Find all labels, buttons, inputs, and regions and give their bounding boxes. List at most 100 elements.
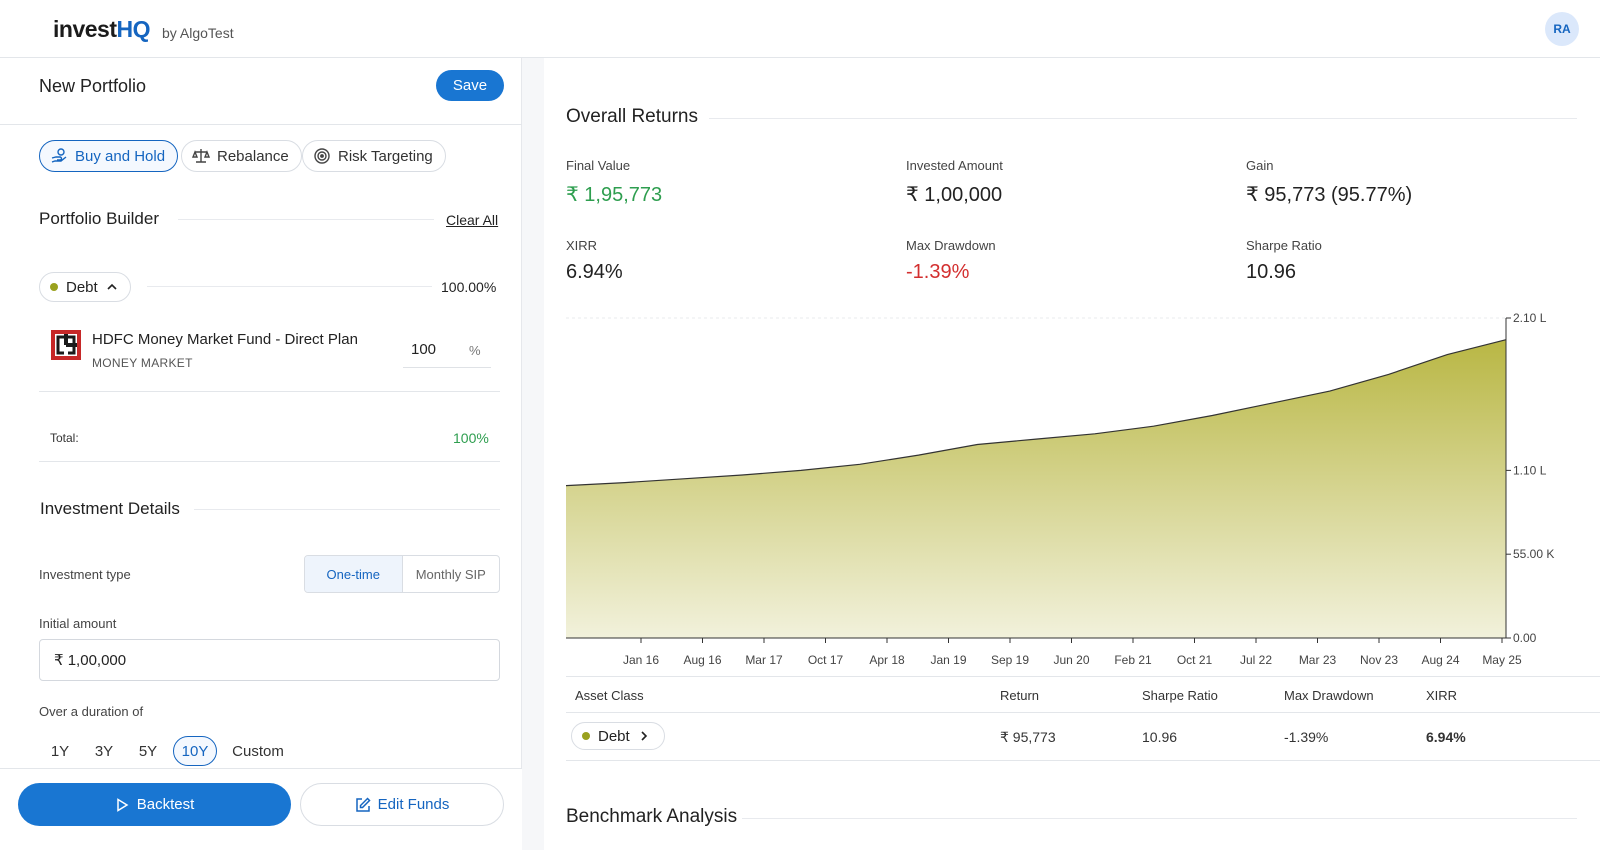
asset-class-chip[interactable]: Debt <box>39 272 131 302</box>
edit-icon <box>355 796 371 812</box>
panel-gutter <box>522 58 544 850</box>
x-tick-label: Aug 16 <box>683 653 721 667</box>
top-bar: investHQ by AlgoTest RA <box>0 0 1600 58</box>
overall-returns-title: Overall Returns <box>566 106 698 127</box>
x-tick-label: Jan 16 <box>623 653 659 667</box>
row-sharpe: 10.96 <box>1142 729 1178 745</box>
col-sharpe: Sharpe Ratio <box>1142 688 1218 703</box>
one-time-option[interactable]: One-time <box>305 556 403 592</box>
y-tick-label: 2.10 L <box>1513 311 1547 325</box>
action-bar: Backtest Edit Funds <box>0 768 522 850</box>
asset-color-dot <box>50 283 58 291</box>
benchmark-analysis-title: Benchmark Analysis <box>566 806 738 827</box>
portfolio-panel: New Portfolio Save Buy and Hold Rebalanc… <box>0 58 522 850</box>
portfolio-value-chart: 2.10 L 1.10 L 55.00 K 0.00 Jan 16 Aug 16 Mar … <box>566 311 1554 667</box>
portfolio-title[interactable]: New Portfolio <box>39 76 147 96</box>
row-xirr: 6.94% <box>1426 729 1466 745</box>
strategy-rebalance[interactable]: Rebalance <box>181 140 302 172</box>
clear-all-link[interactable]: Clear All <box>446 212 499 228</box>
duration-1y[interactable]: 1Y <box>50 742 70 760</box>
gain-label: Gain <box>1246 158 1274 173</box>
fund-name[interactable]: HDFC Money Market Fund - Direct Plan <box>92 331 358 348</box>
divider <box>39 391 500 392</box>
avatar[interactable]: RA <box>1545 12 1579 46</box>
gain-value: ₹ 95,773 (95.77%) <box>1246 184 1413 206</box>
duration-3y[interactable]: 3Y <box>94 742 114 760</box>
x-tick-label: Feb 21 <box>1114 653 1152 667</box>
section-rule <box>194 509 500 510</box>
x-tick-label: Apr 18 <box>869 653 905 667</box>
sharpe-ratio-value: 10.96 <box>1246 261 1297 283</box>
invested-amount: ₹ 1,00,000 <box>906 184 1003 206</box>
section-rule <box>147 286 432 287</box>
investment-type-toggle: One-time Monthly SIP <box>304 555 500 593</box>
table-header: Asset Class Return Sharpe Ratio Max Draw… <box>566 676 1600 713</box>
initial-amount-input[interactable]: ₹ 1,00,000 <box>39 639 500 681</box>
portfolio-builder-title: Portfolio Builder <box>39 209 160 228</box>
x-tick-label: Jul 22 <box>1240 653 1272 667</box>
initial-amount-label: Initial amount <box>39 616 117 631</box>
duration-10y[interactable]: 10Y <box>173 736 217 766</box>
total-value: 100% <box>453 430 489 446</box>
section-rule <box>709 118 1577 119</box>
section-rule <box>178 219 434 220</box>
asset-color-dot <box>582 732 590 740</box>
col-max-drawdown: Max Drawdown <box>1284 688 1374 703</box>
investhq-logo[interactable]: investHQ <box>53 16 150 42</box>
x-tick-label: Aug 24 <box>1421 653 1459 667</box>
backtest-label: Backtest <box>136 796 195 813</box>
allocation-unit: % <box>469 343 481 358</box>
col-asset-class: Asset Class <box>575 688 644 703</box>
divider <box>39 461 500 462</box>
asset-class-percent: 100.00% <box>441 279 497 295</box>
edit-funds-label: Edit Funds <box>377 796 450 813</box>
xirr-label: XIRR <box>566 238 598 253</box>
strategy-buy-and-hold[interactable]: Buy and Hold <box>39 140 179 172</box>
table-row: Debt ₹ 95,773 10.96 -1.39% 6.94% <box>566 713 1600 761</box>
play-icon <box>116 797 129 812</box>
final-value: ₹ 1,95,773 <box>566 184 663 206</box>
edit-funds-button[interactable]: Edit Funds <box>300 783 504 826</box>
x-tick-label: Mar 23 <box>1299 653 1337 667</box>
final-value-label: Final Value <box>566 158 631 173</box>
y-tick-label: 55.00 K <box>1513 547 1554 561</box>
x-tick-label: Oct 21 <box>1177 653 1213 667</box>
scale-icon <box>192 149 210 163</box>
section-rule <box>742 818 1577 819</box>
results-panel: Overall Returns Final Value ₹ 1,95,773 I… <box>544 58 1600 850</box>
investment-details-title: Investment Details <box>40 499 180 518</box>
y-tick-label: 0.00 <box>1513 631 1537 645</box>
x-tick-label: Nov 23 <box>1360 653 1398 667</box>
asset-row-chip[interactable]: Debt <box>571 722 665 750</box>
duration-5y[interactable]: 5Y <box>138 742 158 760</box>
invested-amount-label: Invested Amount <box>906 158 1003 173</box>
col-xirr: XIRR <box>1426 688 1458 703</box>
row-asset-label: Debt <box>598 727 630 745</box>
backtest-button[interactable]: Backtest <box>18 783 291 826</box>
chevron-up-icon <box>107 283 117 290</box>
investment-type-label: Investment type <box>39 567 131 582</box>
strategy-label: Risk Targeting <box>338 147 433 165</box>
duration-label: Over a duration of <box>39 704 144 719</box>
logo-subtitle: by AlgoTest <box>162 25 234 41</box>
strategy-label: Buy and Hold <box>75 147 166 165</box>
strategy-risk-targeting[interactable]: Risk Targeting <box>302 140 446 172</box>
value-area <box>566 339 1506 638</box>
x-tick-label: Oct 17 <box>808 653 844 667</box>
row-max-drawdown: -1.39% <box>1284 729 1329 745</box>
xirr-value: 6.94% <box>566 261 623 283</box>
value-line <box>566 339 1507 487</box>
monthly-sip-option[interactable]: Monthly SIP <box>415 566 486 582</box>
allocation-value: 100 <box>411 341 437 358</box>
y-tick-label: 1.10 L <box>1513 463 1547 477</box>
divider <box>0 124 522 125</box>
target-icon <box>314 148 330 164</box>
x-tick-label: Sep 19 <box>991 653 1029 667</box>
duration-custom[interactable]: Custom <box>232 742 284 760</box>
save-button[interactable]: Save <box>436 70 504 101</box>
asset-class-label: Debt <box>66 278 98 296</box>
coins-hand-icon <box>51 148 67 163</box>
strategy-label: Rebalance <box>217 147 289 165</box>
fund-category: MONEY MARKET <box>92 356 193 370</box>
fund-allocation-input[interactable]: 100 % <box>403 338 491 368</box>
